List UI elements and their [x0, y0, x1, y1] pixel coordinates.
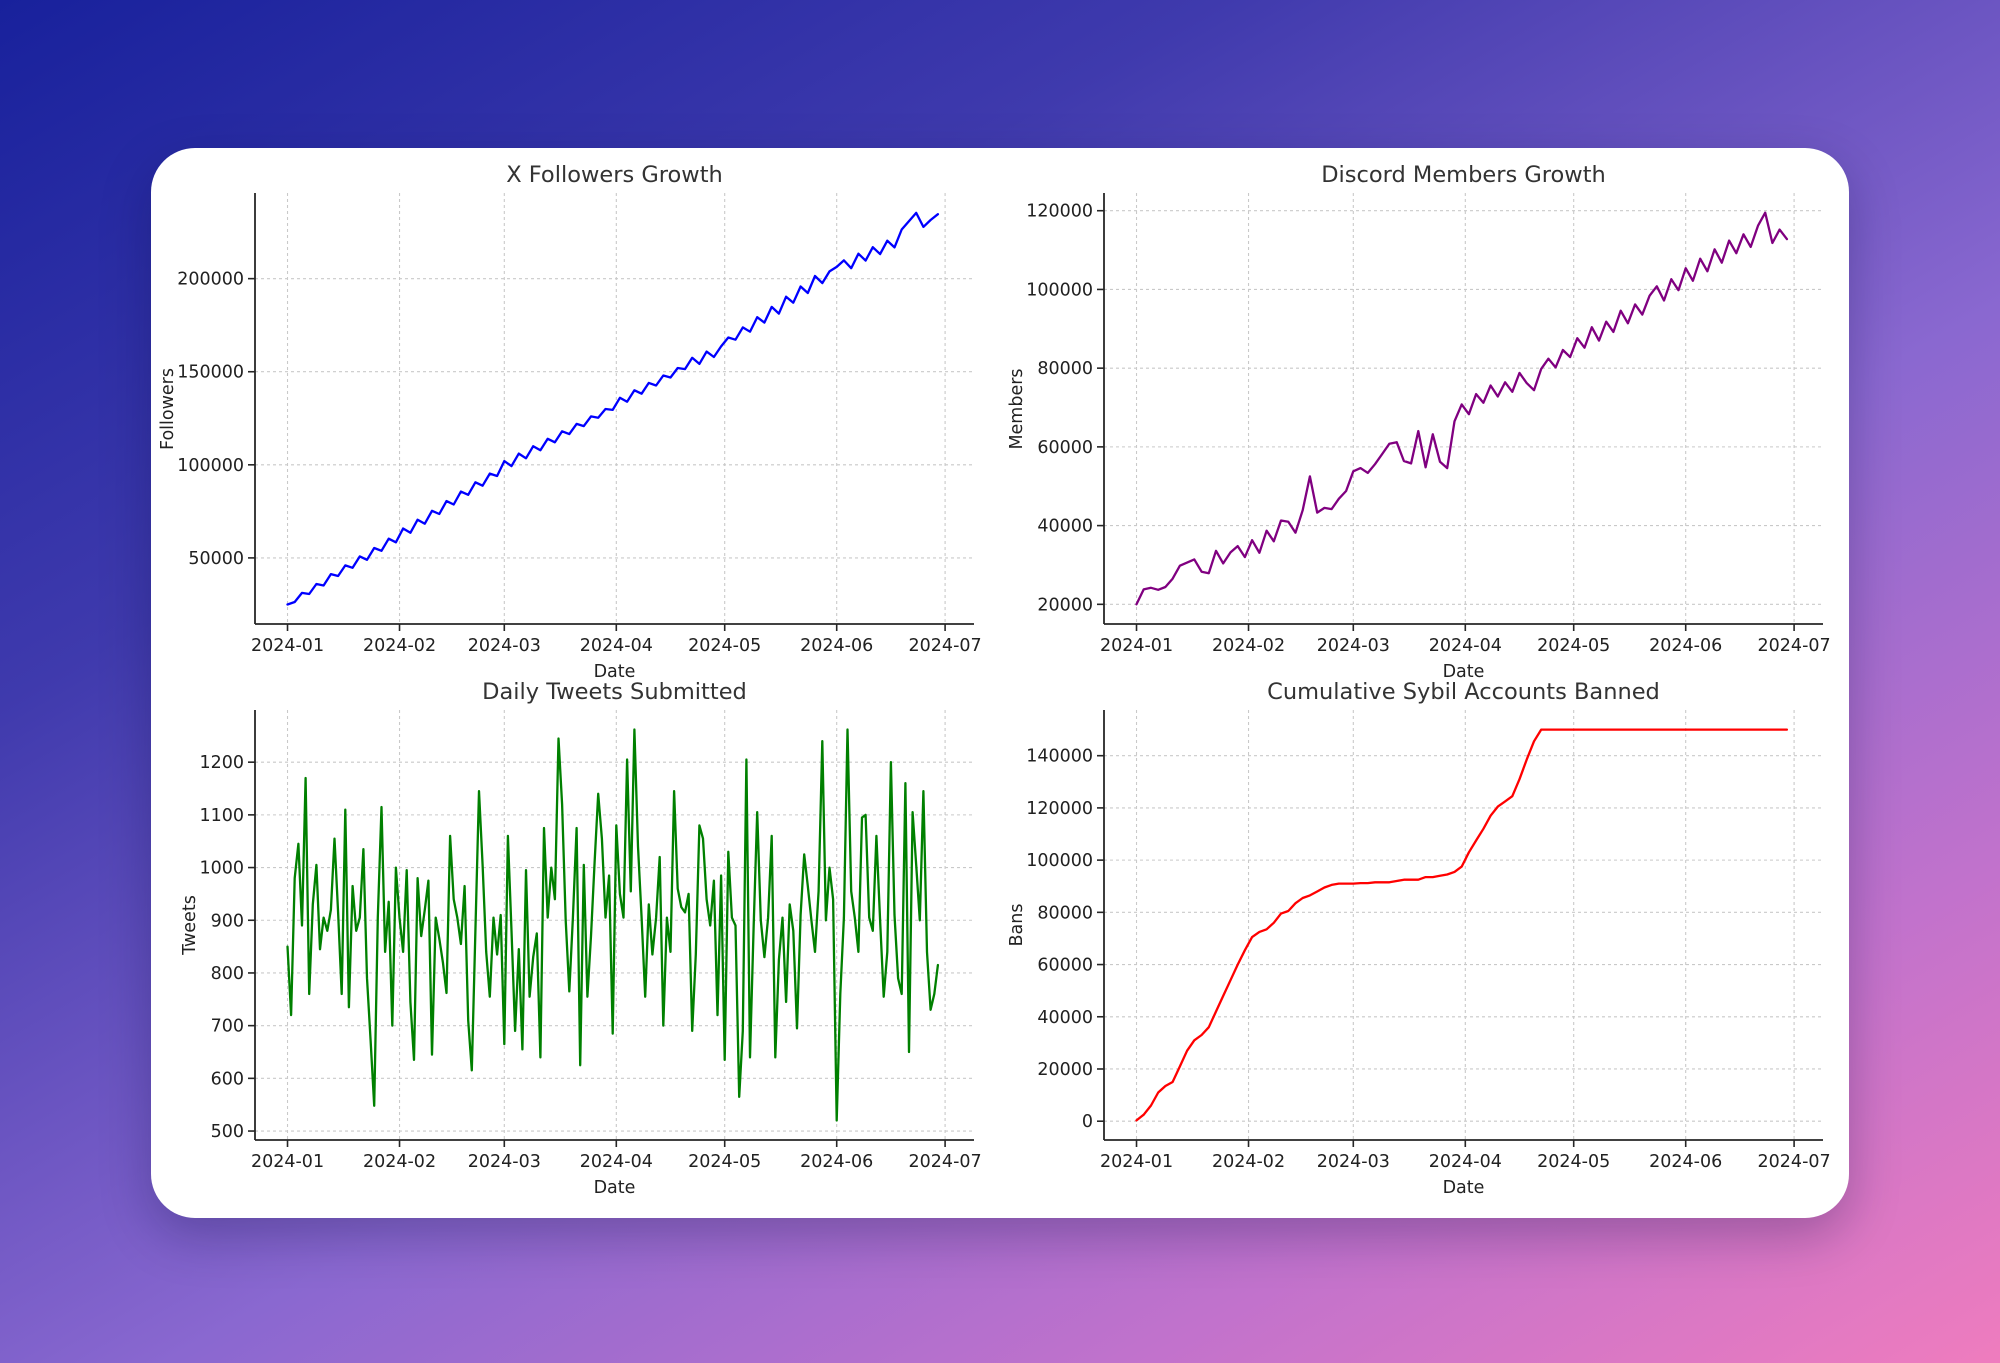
y-tick-label: 60000: [1037, 438, 1093, 458]
x-axis-title: Date: [1442, 662, 1485, 682]
y-tick-label: 60000: [1037, 956, 1093, 976]
y-tick-label: 100000: [177, 456, 244, 476]
x-tick-label: 2024-04: [580, 636, 653, 656]
y-tick-label: 600: [211, 1069, 244, 1089]
y-tick-label: 80000: [1037, 359, 1093, 379]
x-followers-plot: 2024-01 2024-02 2024-03 2024-04 2024-05 2024-…: [177, 193, 982, 656]
y-tick-label: 150000: [177, 363, 244, 383]
y-tick-label: 0: [1082, 1112, 1093, 1132]
y-tick-label: 120000: [1026, 799, 1093, 819]
x-tick-label: 2024-04: [580, 1152, 653, 1172]
x-tick-label: 2024-02: [1212, 636, 1285, 656]
y-tick-label: 200000: [177, 270, 244, 290]
y-tick-label: 20000: [1037, 595, 1093, 615]
x-tick-label: 2024-03: [468, 636, 541, 656]
x-tick-label: 2024-06: [1649, 1152, 1722, 1172]
x-tick-label: 2024-07: [909, 1152, 982, 1172]
y-tick-label: 1200: [199, 753, 244, 773]
x-axis-title: Date: [1442, 1178, 1485, 1198]
y-tick-label: 800: [211, 964, 244, 984]
discord-members-plot: 2024-01 2024-02 2024-03 2024-04 2024-05 2024-…: [1026, 193, 1831, 656]
data-series-line: [1135, 211, 1789, 606]
x-tick-label: 2024-01: [1100, 636, 1173, 656]
y-tick-label: 40000: [1037, 1008, 1093, 1028]
x-tick-label: 2024-07: [1758, 1152, 1831, 1172]
y-tick-label: 1100: [199, 806, 244, 826]
y-tick-label: 50000: [188, 549, 244, 569]
data-series-line: [1135, 728, 1789, 1122]
x-tick-label: 2024-02: [1212, 1152, 1285, 1172]
y-tick-label: 40000: [1037, 517, 1093, 537]
x-tick-label: 2024-02: [363, 1152, 436, 1172]
chart-title: Discord Members Growth: [1321, 162, 1606, 188]
sybil-bans-plot: 2024-01 2024-02 2024-03 2024-04 2024-05 2024-…: [1026, 710, 1831, 1172]
x-tick-label: 2024-05: [688, 636, 761, 656]
y-tick-label: 80000: [1037, 903, 1093, 923]
y-tick-label: 20000: [1037, 1060, 1093, 1080]
x-tick-label: 2024-07: [909, 636, 982, 656]
x-tick-label: 2024-01: [1100, 1152, 1173, 1172]
data-series-line: [286, 211, 940, 606]
data-series-line: [286, 728, 940, 1122]
y-tick-label: 1000: [199, 859, 244, 879]
x-tick-label: 2024-06: [800, 636, 873, 656]
daily-tweets-plot: 2024-01 2024-02 2024-03 2024-04 2024-05 2024-…: [199, 710, 982, 1172]
y-tick-label: 140000: [1026, 747, 1093, 767]
x-tick-label: 2024-01: [251, 1152, 324, 1172]
y-tick-label: 900: [211, 911, 244, 931]
y-tick-label: 500: [211, 1122, 244, 1142]
x-axis-title: Date: [593, 1178, 636, 1198]
x-tick-label: 2024-05: [1537, 1152, 1610, 1172]
y-tick-label: 100000: [1026, 280, 1093, 300]
x-tick-label: 2024-05: [688, 1152, 761, 1172]
x-axis-title: Date: [593, 662, 636, 682]
analytics-dashboard-card: X Followers Growth Followers Date 2024-0…: [151, 148, 1849, 1218]
chart-title: X Followers Growth: [506, 162, 723, 188]
x-tick-label: 2024-03: [1317, 636, 1390, 656]
x-tick-label: 2024-03: [468, 1152, 541, 1172]
x-tick-label: 2024-03: [1317, 1152, 1390, 1172]
x-tick-label: 2024-05: [1537, 636, 1610, 656]
chart-discord-members: Discord Members Growth Members Date 2024…: [1000, 148, 1849, 683]
x-tick-label: 2024-04: [1429, 636, 1502, 656]
y-tick-label: 700: [211, 1017, 244, 1037]
y-tick-label: 100000: [1026, 851, 1093, 871]
chart-daily-tweets: Daily Tweets Submitted Tweets Date 2024-…: [151, 679, 1000, 1218]
chart-title: Daily Tweets Submitted: [482, 679, 747, 705]
x-tick-label: 2024-04: [1429, 1152, 1502, 1172]
chart-x-followers: X Followers Growth Followers Date 2024-0…: [151, 148, 1000, 683]
x-tick-label: 2024-07: [1758, 636, 1831, 656]
x-tick-label: 2024-06: [800, 1152, 873, 1172]
x-tick-label: 2024-01: [251, 636, 324, 656]
x-tick-label: 2024-06: [1649, 636, 1722, 656]
chart-title: Cumulative Sybil Accounts Banned: [1267, 679, 1660, 705]
chart-sybil-bans: Cumulative Sybil Accounts Banned Bans Da…: [1000, 679, 1849, 1218]
x-tick-label: 2024-02: [363, 636, 436, 656]
y-tick-label: 120000: [1026, 202, 1093, 222]
